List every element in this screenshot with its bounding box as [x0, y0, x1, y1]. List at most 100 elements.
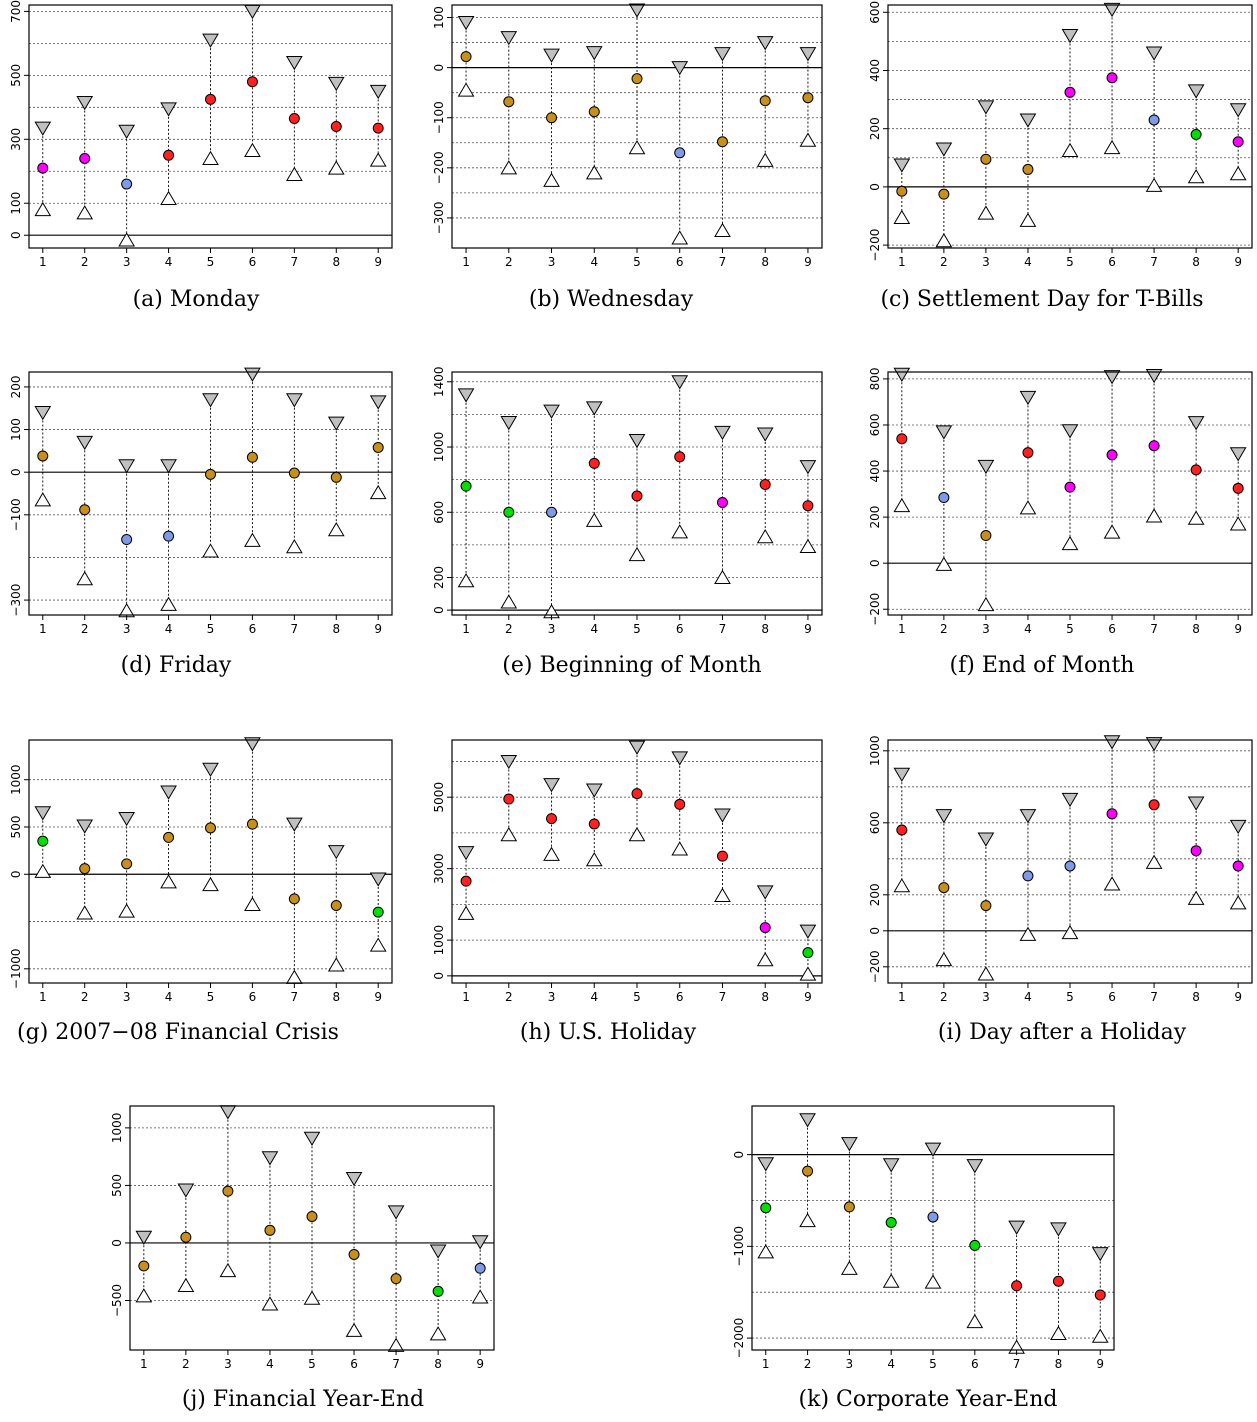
- upper-bound-marker: [261, 1151, 279, 1166]
- lower-bound-marker: [1091, 1328, 1109, 1343]
- upper-bound-marker: [1145, 737, 1163, 752]
- upper-bound-marker: [893, 767, 911, 782]
- lower-bound-marker: [135, 1288, 153, 1303]
- lower-bound-marker: [219, 1262, 237, 1278]
- lower-bound-marker: [1061, 535, 1079, 551]
- point-estimate: [205, 93, 216, 105]
- y-tick-label: 400: [868, 59, 882, 82]
- upper-bound-marker: [76, 96, 94, 111]
- x-tick-label: 4: [1024, 990, 1032, 1004]
- upper-bound-marker: [457, 16, 475, 31]
- x-tick-label: 7: [291, 622, 299, 636]
- point-estimate: [885, 1216, 897, 1228]
- point-estimate: [938, 492, 950, 504]
- lower-bound-marker: [261, 1296, 279, 1311]
- upper-bound-marker: [327, 416, 345, 431]
- lower-bound-marker: [935, 556, 953, 571]
- upper-bound-marker: [977, 100, 995, 115]
- x-tick-label: 8: [332, 990, 340, 1004]
- point-estimate: [372, 906, 384, 918]
- point-estimate: [980, 153, 992, 165]
- panel-a: 1 2 3 4 5 6 7 8 9 0 100 300 500 700 (a) Monday: [9, 0, 393, 312]
- upper-bound-marker: [34, 406, 52, 421]
- x-tick-label: 6: [676, 255, 684, 269]
- x-tick-label: 9: [804, 622, 812, 636]
- point-estimate: [1022, 870, 1034, 882]
- point-estimate: [802, 92, 814, 104]
- lower-bound-marker: [285, 166, 303, 181]
- x-tick-label: 9: [1234, 990, 1242, 1004]
- upper-bound-marker: [285, 56, 303, 71]
- y-tick-label: 0: [9, 870, 23, 878]
- x-tick-label: 6: [971, 1357, 979, 1371]
- x-tick-label: 3: [548, 622, 556, 636]
- point-estimate: [980, 900, 992, 912]
- point-estimate: [546, 506, 558, 518]
- y-tick-label: −2000: [732, 1318, 746, 1359]
- point-estimate: [180, 1231, 192, 1243]
- y-tick-label: 1400: [432, 367, 446, 398]
- lower-bound-marker: [177, 1277, 195, 1293]
- y-tick-label: 1000: [110, 1113, 124, 1144]
- point-estimate: [460, 875, 472, 887]
- x-tick-label: 7: [392, 1357, 400, 1371]
- x-tick-label: 9: [1234, 255, 1242, 269]
- point-estimate: [716, 496, 728, 508]
- point-estimate: [432, 1285, 444, 1297]
- x-tick-label: 1: [39, 622, 47, 636]
- upper-bound-marker: [202, 393, 219, 408]
- x-tick-label: 4: [1024, 255, 1032, 269]
- lower-bound-marker: [1061, 142, 1079, 158]
- upper-bound-marker: [714, 47, 731, 62]
- point-estimate: [264, 1224, 276, 1236]
- point-estimate: [588, 818, 600, 830]
- lower-bound-marker: [977, 596, 995, 612]
- point-estimate: [37, 835, 49, 847]
- lower-bound-marker: [585, 512, 603, 527]
- lower-bound-marker: [1229, 895, 1247, 910]
- lower-bound-marker: [543, 846, 560, 861]
- point-estimate: [390, 1273, 402, 1285]
- point-estimate: [716, 850, 728, 862]
- y-tick-label: −200: [868, 593, 882, 626]
- upper-bound-marker: [935, 809, 953, 824]
- lower-bound-marker: [1187, 168, 1205, 184]
- y-tick-label: 500: [9, 64, 23, 87]
- upper-bound-marker: [882, 1158, 900, 1173]
- lower-bound-marker: [471, 1289, 489, 1304]
- upper-bound-marker: [924, 1142, 942, 1157]
- lower-bound-marker: [714, 569, 731, 584]
- lower-bound-marker: [500, 826, 518, 842]
- x-tick-label: 3: [123, 990, 131, 1004]
- upper-bound-marker: [160, 459, 177, 474]
- point-estimate: [588, 457, 600, 469]
- upper-bound-marker: [757, 1157, 775, 1172]
- x-tick-label: 4: [165, 990, 173, 1004]
- upper-bound-marker: [118, 811, 136, 827]
- upper-bound-marker: [671, 375, 689, 390]
- x-tick-label: 6: [676, 622, 684, 636]
- point-estimate: [1106, 808, 1118, 820]
- panel-caption: (h) U.S. Holiday: [520, 1020, 697, 1045]
- lower-bound-marker: [893, 209, 911, 224]
- y-tick-label: 600: [868, 414, 882, 437]
- lower-bound-marker: [1103, 876, 1121, 891]
- upper-bound-marker: [756, 885, 774, 900]
- y-tick-label: −100: [432, 101, 446, 134]
- upper-bound-marker: [457, 388, 475, 403]
- upper-bound-marker: [585, 401, 603, 416]
- y-tick-label: 100: [432, 6, 446, 29]
- x-tick-label: 2: [940, 255, 948, 269]
- x-tick-label: 7: [719, 990, 727, 1004]
- upper-bound-marker: [1229, 819, 1247, 835]
- x-tick-label: 8: [1192, 990, 1200, 1004]
- upper-bound-marker: [457, 846, 475, 861]
- y-tick-label: 700: [9, 0, 23, 23]
- x-tick-label: 8: [761, 622, 769, 636]
- point-estimate: [938, 882, 950, 894]
- x-tick-label: 9: [374, 622, 382, 636]
- point-estimate: [503, 506, 515, 518]
- point-estimate: [79, 863, 91, 875]
- lower-bound-marker: [34, 863, 52, 878]
- point-estimate: [631, 490, 643, 502]
